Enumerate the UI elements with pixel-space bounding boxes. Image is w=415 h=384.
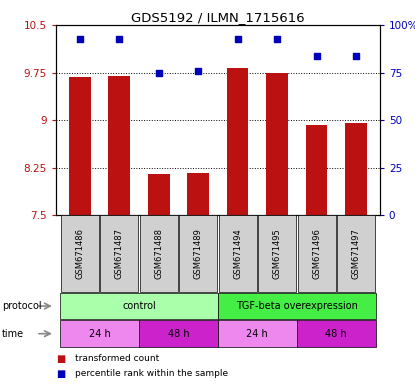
Point (155, 70, 162, 76)
Point (116, 36, 122, 42)
Bar (60, 293, 218, 319)
Point (274, 36, 281, 42)
Bar (258, 215, 296, 292)
Bar (297, 320, 376, 347)
Point (353, 53, 359, 59)
Bar (227, 68, 249, 215)
Point (313, 53, 320, 59)
Bar (100, 215, 138, 292)
Bar (218, 320, 297, 347)
Bar (139, 320, 218, 347)
Bar (60, 320, 139, 347)
Text: GSM671494: GSM671494 (233, 228, 242, 279)
Point (195, 68, 201, 74)
Text: control: control (122, 301, 156, 311)
Text: time: time (2, 329, 24, 339)
Text: 48 h: 48 h (325, 329, 347, 339)
Text: TGF-beta overexpression: TGF-beta overexpression (236, 301, 358, 311)
Bar (219, 215, 256, 292)
Text: protocol: protocol (2, 301, 42, 311)
Bar (345, 123, 367, 215)
Bar (148, 174, 169, 215)
Text: ■: ■ (56, 369, 65, 379)
Bar (306, 125, 327, 215)
Bar (179, 215, 217, 292)
Title: GDS5192 / ILMN_1715616: GDS5192 / ILMN_1715616 (131, 11, 305, 24)
Bar (337, 215, 375, 292)
Text: GSM671487: GSM671487 (115, 228, 124, 279)
Text: percentile rank within the sample: percentile rank within the sample (75, 369, 228, 378)
Text: 24 h: 24 h (247, 329, 268, 339)
Bar (266, 73, 288, 215)
Text: ■: ■ (56, 354, 65, 364)
Text: 48 h: 48 h (168, 329, 189, 339)
Point (234, 36, 241, 42)
Bar (140, 215, 178, 292)
Text: GSM671489: GSM671489 (194, 228, 203, 279)
Text: GSM671497: GSM671497 (352, 228, 361, 279)
Bar (69, 77, 90, 215)
Bar (187, 173, 209, 215)
Text: GSM671488: GSM671488 (154, 228, 163, 279)
Bar (61, 215, 99, 292)
Bar (218, 293, 376, 319)
Text: GSM671486: GSM671486 (75, 228, 84, 279)
Text: 24 h: 24 h (88, 329, 110, 339)
Text: GSM671496: GSM671496 (312, 228, 321, 279)
Text: GSM671495: GSM671495 (273, 228, 282, 279)
Bar (298, 215, 335, 292)
Bar (108, 76, 130, 215)
Text: transformed count: transformed count (75, 354, 159, 363)
Point (76, 36, 83, 42)
